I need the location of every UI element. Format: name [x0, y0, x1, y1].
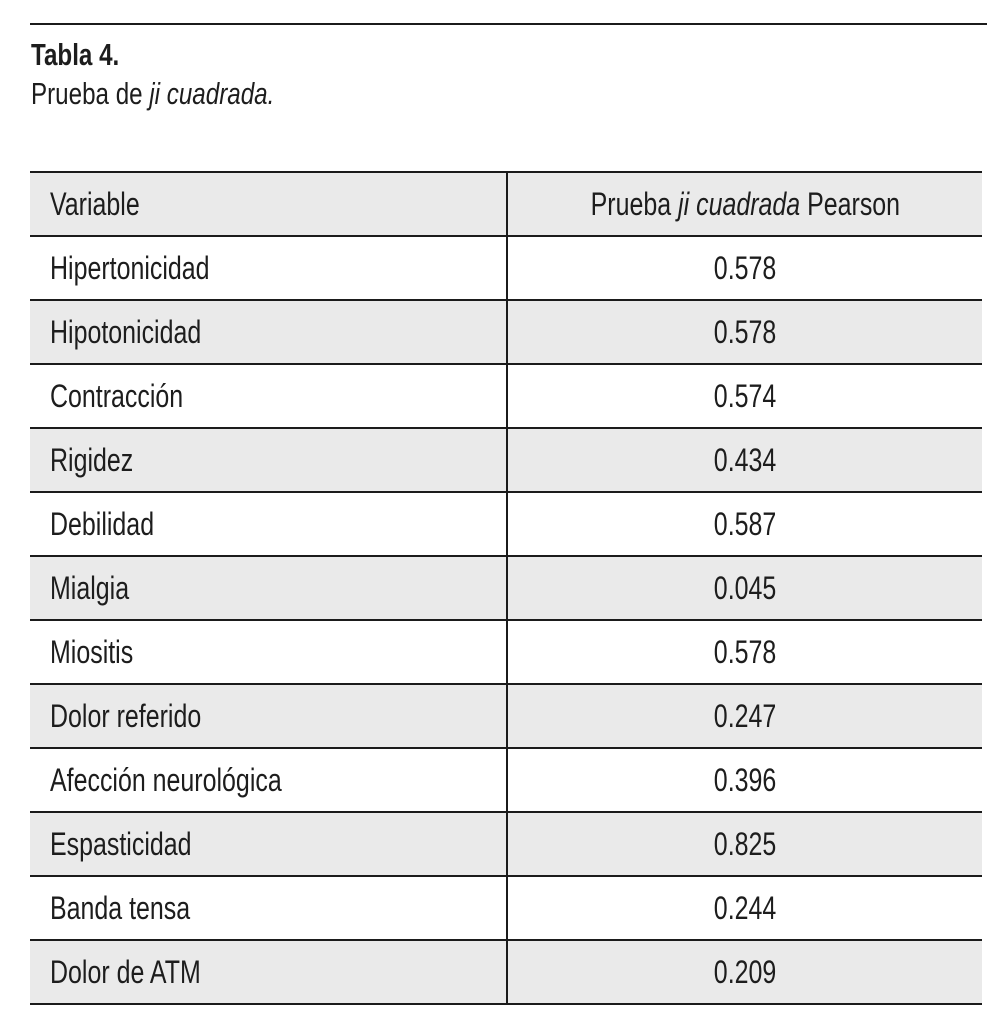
value-text: 0.209: [713, 953, 777, 990]
cell-value: 0.574: [508, 365, 982, 427]
table-header-row: Variable Prueba ji cuadrada Pearson: [30, 173, 982, 237]
table-caption-title: Prueba de ji cuadrada.: [31, 76, 343, 111]
variable-text: Hipertonicidad: [50, 249, 210, 286]
table-row: Hipotonicidad 0.578: [30, 301, 982, 365]
value-text: 0.574: [713, 377, 777, 414]
table-caption-title-text: Prueba de ji cuadrada.: [31, 76, 275, 111]
table-row: Dolor de ATM 0.209: [30, 941, 982, 1005]
cell-variable: Dolor de ATM: [30, 941, 508, 1003]
table-caption-label: Tabla 4.: [31, 37, 144, 72]
variable-text: Mialgia: [50, 569, 130, 606]
caption-title-roman: Prueba de: [31, 76, 150, 111]
cell-value: 0.578: [508, 621, 982, 683]
table-row: Contracción 0.574: [30, 365, 982, 429]
cell-value: 0.587: [508, 493, 982, 555]
header-variable-text: Variable: [50, 185, 140, 222]
table-row: Banda tensa 0.244: [30, 877, 982, 941]
value-text: 0.045: [713, 569, 777, 606]
chi-square-table: Variable Prueba ji cuadrada Pearson Hipe…: [30, 171, 982, 1005]
variable-text: Afección neurológica: [50, 761, 282, 798]
header-pearson-italic: ji cuadrada: [677, 185, 800, 222]
cell-value: 0.434: [508, 429, 982, 491]
table-row: Debilidad 0.587: [30, 493, 982, 557]
variable-text: Hipotonicidad: [50, 313, 202, 350]
cell-variable: Miositis: [30, 621, 508, 683]
variable-text: Dolor de ATM: [50, 953, 201, 990]
cell-variable: Hipotonicidad: [30, 301, 508, 363]
table-body: Hipertonicidad 0.578 Hipotonicidad 0.578…: [30, 237, 982, 1005]
table-row: Dolor referido 0.247: [30, 685, 982, 749]
value-text: 0.587: [713, 505, 777, 542]
header-pearson-roman2: Pearson: [799, 185, 900, 222]
value-text: 0.825: [713, 825, 777, 862]
cell-value: 0.247: [508, 685, 982, 747]
caption-title-italic: ji cuadrada.: [149, 76, 275, 111]
cell-value: 0.244: [508, 877, 982, 939]
cell-variable: Banda tensa: [30, 877, 508, 939]
table-row: Rigidez 0.434: [30, 429, 982, 493]
table-row: Miositis 0.578: [30, 621, 982, 685]
cell-variable: Afección neurológica: [30, 749, 508, 811]
table-row: Afección neurológica 0.396: [30, 749, 982, 813]
table-row: Mialgia 0.045: [30, 557, 982, 621]
value-text: 0.578: [713, 633, 777, 670]
cell-variable: Debilidad: [30, 493, 508, 555]
value-text: 0.578: [713, 313, 777, 350]
cell-variable: Espasticidad: [30, 813, 508, 875]
value-text: 0.247: [713, 697, 777, 734]
cell-value: 0.825: [508, 813, 982, 875]
value-text: 0.434: [713, 441, 777, 478]
variable-text: Debilidad: [50, 505, 155, 542]
cell-value: 0.396: [508, 749, 982, 811]
cell-variable: Rigidez: [30, 429, 508, 491]
variable-text: Dolor referido: [50, 697, 202, 734]
header-cell-pearson: Prueba ji cuadrada Pearson: [508, 173, 982, 235]
cell-value: 0.045: [508, 557, 982, 619]
cell-variable: Hipertonicidad: [30, 237, 508, 299]
table-caption-label-text: Tabla 4.: [31, 37, 120, 72]
cell-value: 0.578: [508, 237, 982, 299]
cell-value: 0.209: [508, 941, 982, 1003]
cell-value: 0.578: [508, 301, 982, 363]
table-row: Hipertonicidad 0.578: [30, 237, 982, 301]
cell-variable: Dolor referido: [30, 685, 508, 747]
cell-variable: Contracción: [30, 365, 508, 427]
value-text: 0.578: [713, 249, 777, 286]
header-pearson-text: Prueba ji cuadrada Pearson: [590, 186, 899, 223]
table-row: Espasticidad 0.825: [30, 813, 982, 877]
cell-variable: Mialgia: [30, 557, 508, 619]
header-pearson-roman1: Prueba: [590, 185, 678, 222]
variable-text: Banda tensa: [50, 889, 191, 926]
variable-text: Rigidez: [50, 441, 134, 478]
variable-text: Espasticidad: [50, 825, 192, 862]
variable-text: Contracción: [50, 377, 184, 414]
value-text: 0.244: [713, 889, 777, 926]
value-text: 0.396: [713, 761, 777, 798]
variable-text: Miositis: [50, 633, 134, 670]
top-rule-divider: [30, 23, 987, 25]
header-cell-variable: Variable: [30, 173, 508, 235]
